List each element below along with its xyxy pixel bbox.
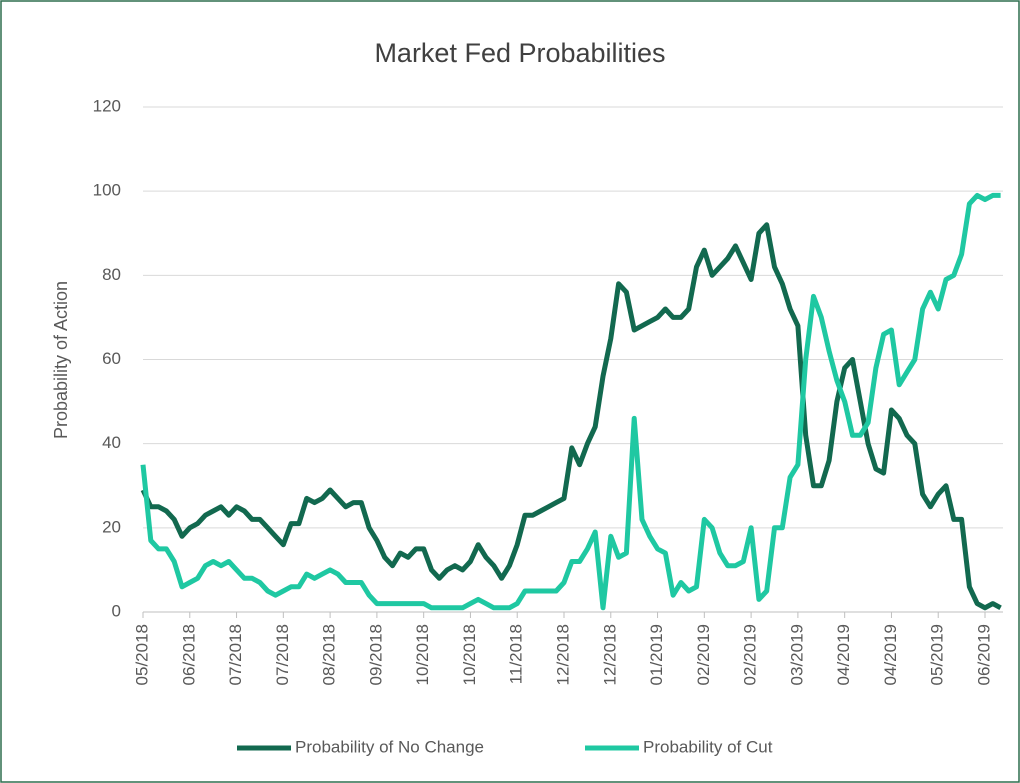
- data-line: [140, 222, 1002, 611]
- x-tick-label: 01/2019: [647, 624, 666, 685]
- y-tick-label: 40: [102, 433, 121, 452]
- x-tick-label: 06/2018: [179, 624, 198, 685]
- y-tick-label: 0: [112, 601, 121, 620]
- x-tick-label: 05/2018: [132, 624, 151, 685]
- y-axis-label: Probability of Action: [51, 281, 71, 439]
- x-tick-label: 10/2018: [460, 624, 479, 685]
- x-tick-label: 12/2018: [553, 624, 572, 685]
- x-tick-label: 02/2019: [694, 624, 713, 685]
- chart-title: Market Fed Probabilities: [374, 38, 665, 68]
- x-tick-label: 07/2018: [226, 624, 245, 685]
- x-tick-label: 07/2018: [273, 624, 292, 685]
- x-tick-label: 09/2018: [366, 624, 385, 685]
- x-tick-label: 05/2019: [928, 624, 947, 685]
- x-tick-label: 02/2019: [741, 624, 760, 685]
- x-tick-label: 11/2018: [507, 624, 526, 684]
- y-tick-label: 60: [102, 349, 121, 368]
- x-tick-label: 04/2019: [881, 624, 900, 685]
- x-tick-label: 08/2018: [320, 624, 339, 685]
- y-tick-label: 20: [102, 517, 121, 536]
- y-tick-label: 120: [93, 96, 121, 115]
- legend-label: Probability of No Change: [295, 737, 484, 756]
- x-tick-label: 10/2018: [413, 624, 432, 685]
- y-tick-label: 80: [102, 265, 121, 284]
- legend-label: Probability of Cut: [643, 737, 773, 756]
- x-tick-label: 06/2019: [974, 624, 993, 685]
- x-tick-label: 04/2019: [834, 624, 853, 685]
- y-tick-label: 100: [93, 181, 121, 200]
- x-tick-label: 12/2018: [600, 624, 619, 685]
- x-tick-label: 03/2019: [787, 624, 806, 685]
- data-line: [140, 192, 1001, 611]
